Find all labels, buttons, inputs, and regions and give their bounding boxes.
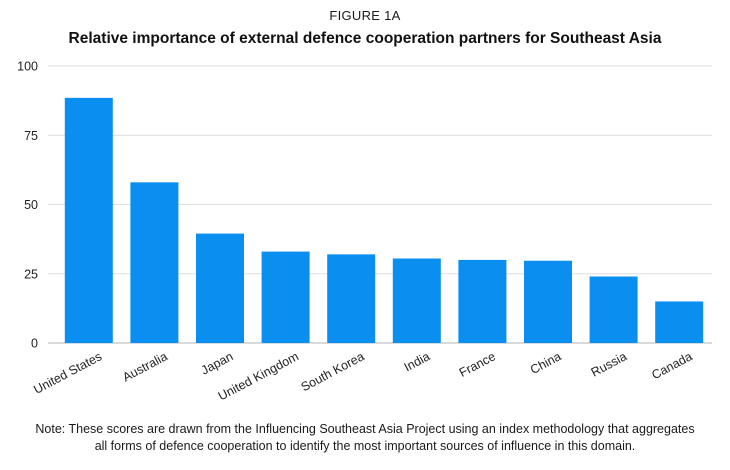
y-tick-label: 25 — [24, 267, 38, 281]
chart-note: Note: These scores are drawn from the In… — [0, 421, 730, 455]
bar-china — [524, 260, 572, 343]
chart-title: Relative importance of external defence … — [68, 30, 662, 47]
bar-france — [458, 259, 507, 343]
x-tick-label: United States — [31, 349, 104, 397]
x-tick-label: Japan — [199, 349, 236, 377]
bar-united-states — [64, 97, 113, 343]
x-tick-label: Australia — [120, 349, 170, 384]
bar-india — [392, 258, 441, 343]
figure-label: FIGURE 1A — [329, 8, 401, 23]
bar-russia — [589, 276, 638, 343]
y-tick-label: 75 — [24, 129, 38, 143]
x-tick-label: France — [457, 349, 498, 380]
x-tick-label: China — [528, 349, 563, 377]
bar-canada — [655, 301, 704, 343]
x-tick-label: Russia — [589, 349, 629, 379]
note-line-1: Note: These scores are drawn from the In… — [35, 422, 695, 436]
bar-united-kingdom — [261, 251, 310, 343]
x-tick-label: Canada — [649, 349, 694, 382]
y-tick-label: 100 — [17, 60, 38, 74]
y-tick-label: 0 — [31, 337, 38, 351]
bar-japan — [196, 233, 244, 343]
bar-australia — [130, 182, 179, 343]
x-tick-label: India — [402, 349, 433, 374]
x-tick-label: South Korea — [299, 349, 367, 394]
y-tick-label: 50 — [24, 198, 38, 212]
note-line-2: all forms of defence cooperation to iden… — [94, 439, 636, 453]
bar-south-korea — [327, 254, 376, 343]
